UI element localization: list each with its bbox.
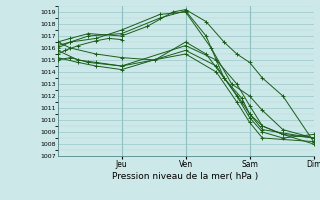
- X-axis label: Pression niveau de la mer( hPa ): Pression niveau de la mer( hPa ): [112, 172, 259, 181]
